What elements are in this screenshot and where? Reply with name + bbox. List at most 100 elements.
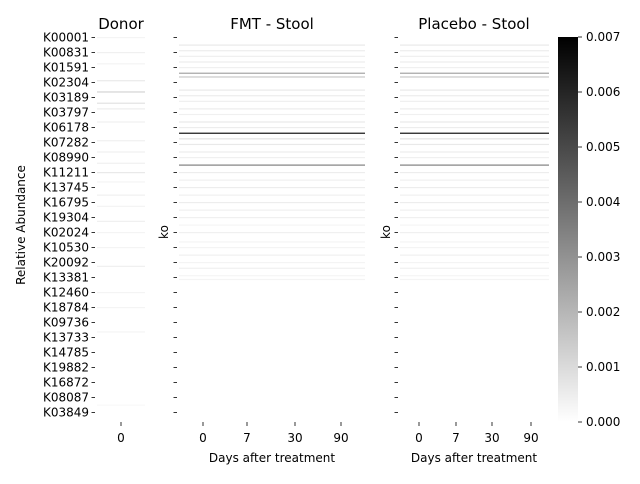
fmt-cell-row-34 <box>179 275 365 277</box>
donor-cell-row-22 <box>97 404 145 406</box>
donor-cell-row-0 <box>97 37 145 39</box>
placebo-cell-row-33 <box>400 267 549 269</box>
donor-ytick-label-3: K02304 <box>43 76 89 90</box>
donor-cell-row-4 <box>97 91 145 93</box>
donor-ytick-label-21: K14785 <box>43 346 89 360</box>
fmt-cell-row-26 <box>179 217 365 219</box>
colorbar-tick-label-0: 0.000 <box>586 415 620 429</box>
placebo-cell-row-17 <box>400 151 549 153</box>
donor-ytick-label-12: K19304 <box>43 211 89 225</box>
fmt-cell-row-20 <box>179 172 365 174</box>
donor-title: Donor <box>98 15 144 33</box>
placebo-cell-row-11 <box>400 113 549 116</box>
donor-cell-row-7 <box>97 121 145 123</box>
placebo-cell-row-23 <box>400 194 549 196</box>
colorbar-gradient <box>558 37 578 422</box>
donor-cell-row-15 <box>97 220 145 222</box>
donor-cell-row-3 <box>97 80 145 82</box>
donor-cell-row-13 <box>97 194 145 196</box>
fmt-cell-row-14 <box>179 132 365 134</box>
fmt-cell-row-30 <box>179 247 365 249</box>
placebo-cell-row-9 <box>400 100 549 102</box>
fmt-cell-row-0 <box>179 44 365 46</box>
placebo-cell-row-15 <box>400 138 549 140</box>
fmt-cell-row-7 <box>179 89 365 91</box>
placebo-cell-row-6 <box>400 76 549 78</box>
fmt-cell-row-17 <box>179 151 365 153</box>
fmt-xlabel: Days after treatment <box>209 451 335 465</box>
donor-cell-row-12 <box>97 181 145 183</box>
fmt-cell-row-19 <box>179 164 365 166</box>
placebo-stool-heatmap-panel: Placebo - Stool ko Days after treatment … <box>379 15 549 465</box>
placebo-cell-row-21 <box>400 179 549 181</box>
placebo-cell-row-27 <box>400 224 549 226</box>
fmt-cell-row-33 <box>179 267 365 269</box>
fmt-cell-row-27 <box>179 224 365 226</box>
placebo-cell-row-32 <box>400 262 549 264</box>
donor-ytick-label-6: K06178 <box>43 121 89 135</box>
fmt-cell-row-5 <box>179 72 365 74</box>
placebo-title: Placebo - Stool <box>418 15 529 33</box>
donor-cell-row-17 <box>97 247 145 249</box>
fmt-cell-row-22 <box>179 187 365 189</box>
donor-ytick-label-10: K13745 <box>43 181 89 195</box>
donor-ytick-label-5: K03797 <box>43 106 89 120</box>
donor-ytick-label-24: K08087 <box>43 391 89 405</box>
donor-ytick-label-17: K12460 <box>43 286 89 300</box>
fmt-cell-row-28 <box>179 232 365 234</box>
placebo-cell-row-12 <box>400 121 549 123</box>
colorbar-tick-label-7: 0.007 <box>586 30 620 44</box>
donor-ytick-label-1: K00831 <box>43 46 89 60</box>
donor-cell-row-11 <box>97 172 145 174</box>
donor-ylabel: Relative Abundance <box>14 165 28 285</box>
placebo-cell-row-31 <box>400 254 549 256</box>
donor-cell-row-1 <box>97 52 145 54</box>
fmt-cell-row-35 <box>179 278 365 281</box>
placebo-cell-row-4 <box>400 67 549 69</box>
fmt-cell-row-31 <box>179 254 365 256</box>
donor-ytick-label-0: K00001 <box>43 31 89 45</box>
placebo-cell-row-24 <box>400 202 549 204</box>
placebo-cell-row-35 <box>400 278 549 281</box>
fmt-cell-row-12 <box>179 121 365 123</box>
donor-ytick-label-18: K18784 <box>43 301 89 315</box>
fmt-cell-row-9 <box>179 100 365 102</box>
fmt-cell-row-13 <box>179 127 365 129</box>
placebo-ylabel: ko <box>379 225 393 239</box>
donor-cell-row-10 <box>97 162 145 164</box>
fmt-cell-row-8 <box>179 95 365 97</box>
fmt-cell-row-23 <box>179 194 365 196</box>
donor-cell-row-16 <box>97 232 145 234</box>
donor-ytick-label-16: K13381 <box>43 271 89 285</box>
fmt-stool-heatmap-panel: FMT - Stool ko Days after treatment 0 7 30… <box>157 15 365 465</box>
fmt-xtick-label-3: 90 <box>333 431 348 445</box>
donor-ytick-label-23: K16872 <box>43 376 89 390</box>
colorbar-tick-label-5: 0.005 <box>586 140 620 154</box>
donor-ytick-label-19: K09736 <box>43 316 89 330</box>
fmt-cell-row-1 <box>179 50 365 52</box>
placebo-xtick-label-3: 90 <box>523 431 538 445</box>
donor-ytick-label-8: K08990 <box>43 151 89 165</box>
donor-xtick-label-0: 0 <box>117 431 125 445</box>
fmt-cell-row-6 <box>179 76 365 78</box>
donor-ytick-label-14: K10530 <box>43 241 89 255</box>
donor-cell-row-14 <box>97 205 145 207</box>
fmt-title: FMT - Stool <box>230 15 314 33</box>
fmt-cell-row-11 <box>179 113 365 116</box>
donor-ytick-label-9: K11211 <box>43 166 89 180</box>
fmt-cell-row-2 <box>179 55 365 57</box>
colorbar-tick-label-1: 0.001 <box>586 360 620 374</box>
donor-ytick-label-4: K03189 <box>43 91 89 105</box>
placebo-xtick-label-1: 7 <box>452 431 460 445</box>
donor-cell-row-19 <box>97 292 145 294</box>
fmt-cell-row-16 <box>179 143 365 146</box>
placebo-xtick-label-0: 0 <box>415 431 423 445</box>
donor-ytick-label-15: K20092 <box>43 256 89 270</box>
fmt-cell-row-21 <box>179 179 365 181</box>
placebo-cell-row-20 <box>400 172 549 174</box>
fmt-cell-row-29 <box>179 241 365 243</box>
fmt-ylabel: ko <box>157 225 171 239</box>
donor-cell-row-6 <box>97 108 145 110</box>
placebo-cell-row-3 <box>400 61 549 63</box>
donor-ytick-label-2: K01591 <box>43 61 89 75</box>
